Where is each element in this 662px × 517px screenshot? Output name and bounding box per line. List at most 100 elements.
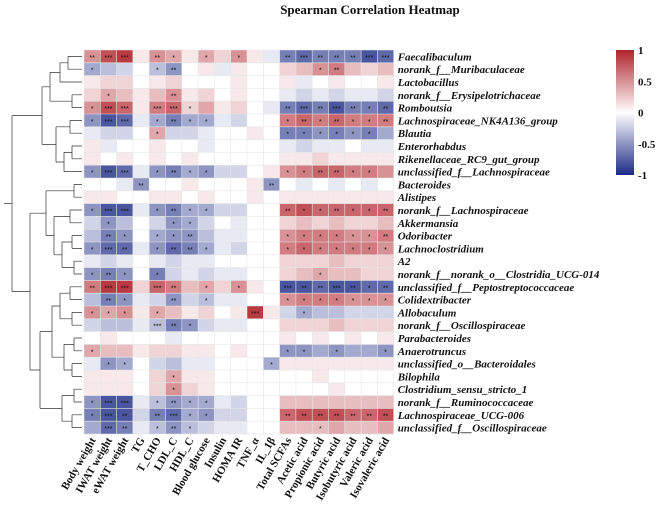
significance-marker: *** (333, 106, 341, 113)
heatmap-cell (344, 280, 362, 294)
dendrogram-link (73, 388, 82, 403)
heatmap-cell (100, 254, 117, 268)
heatmap-cell (279, 344, 296, 358)
heatmap-cell (84, 344, 101, 358)
heatmap-cell (295, 344, 313, 358)
heatmap-cell (344, 62, 362, 76)
heatmap-cell (149, 306, 166, 319)
heatmap-cell (214, 126, 231, 140)
heatmap-cell (149, 280, 166, 294)
heatmap-cell (84, 152, 101, 166)
heatmap-cell (279, 165, 296, 178)
heatmap-cell (198, 190, 215, 204)
heatmap-cell (181, 293, 199, 306)
heatmap-cell (312, 190, 329, 204)
heatmap-cell (230, 306, 247, 319)
heatmap-cell (100, 370, 117, 383)
significance-marker: *** (153, 324, 161, 331)
significance-marker: ** (187, 234, 193, 241)
heatmap-cell (116, 382, 133, 396)
heatmap-cell (214, 165, 231, 178)
heatmap-cell (263, 165, 280, 178)
significance-marker: ** (171, 285, 177, 292)
heatmap-cell (279, 126, 296, 140)
heatmap-cell (132, 152, 150, 166)
dendrogram-link (71, 235, 82, 249)
heatmap-grid (83, 49, 395, 435)
heatmap-cell (214, 331, 231, 345)
heatmap-cell (247, 395, 264, 409)
heatmap-cell (263, 139, 280, 153)
heatmap-cell (198, 126, 215, 140)
heatmap-cell (377, 408, 394, 422)
heatmap-cell (149, 421, 166, 434)
significance-marker: * (189, 119, 192, 126)
heatmap-cell (312, 62, 329, 76)
heatmap-cell (84, 114, 101, 127)
significance-marker: ** (383, 106, 389, 113)
heatmap-cell (132, 331, 150, 345)
heatmap-cell (295, 357, 313, 370)
heatmap-cell (181, 408, 199, 422)
heatmap-cell (181, 178, 199, 191)
heatmap-cell (181, 280, 199, 294)
heatmap-cell (230, 242, 247, 255)
heatmap-cell (84, 203, 101, 217)
significance-marker: * (189, 221, 192, 228)
heatmap-cell (214, 357, 231, 370)
heatmap-cell (132, 190, 150, 204)
heatmap-cell (295, 395, 313, 409)
significance-marker: * (368, 247, 371, 254)
heatmap-cell (132, 357, 150, 370)
heatmap-cell (149, 382, 166, 396)
heatmap-cell (295, 190, 313, 204)
row-label: Enterorhabdus (397, 141, 466, 153)
heatmap-cell (295, 101, 313, 114)
heatmap-cell (295, 370, 313, 383)
heatmap-cell (361, 408, 378, 422)
heatmap-cell (116, 62, 133, 76)
significance-marker: * (205, 119, 208, 126)
heatmap-cell (377, 152, 394, 166)
row-label: norank_f__Lachnospiraceae (398, 205, 529, 217)
heatmap-cell (312, 216, 329, 230)
heatmap-cell (344, 101, 362, 114)
row-label: norank_f__Erysipelotrichaceae (398, 90, 541, 102)
significance-marker: ** (334, 209, 340, 216)
significance-marker: ** (171, 324, 177, 331)
heatmap-cell (295, 203, 313, 217)
significance-marker: * (303, 209, 306, 216)
heatmap-cell (198, 139, 215, 153)
heatmap-cell (279, 382, 296, 396)
heatmap-cell (198, 216, 215, 230)
heatmap-cell (377, 203, 394, 217)
significance-marker: ** (285, 413, 291, 420)
heatmap-cell (116, 88, 133, 102)
heatmap-cell (84, 318, 101, 332)
row-label: Colidextribacter (398, 295, 472, 307)
heatmap-cell (295, 178, 313, 191)
significance-marker: * (335, 132, 338, 139)
heatmap-cell (361, 165, 378, 178)
heatmap-cell (100, 267, 117, 281)
row-label: Lachnospiraceae_UCG-006 (397, 410, 525, 422)
heatmap-cell (295, 293, 313, 306)
significance-marker: ** (383, 119, 389, 126)
heatmap-cell (214, 101, 231, 114)
significance-marker: * (91, 413, 94, 420)
significance-marker: *** (153, 106, 161, 113)
color-scale-legend: 1 0.5 0 -0.5 -1 (616, 45, 656, 182)
heatmap-cell (344, 293, 362, 306)
heatmap-cell (377, 178, 394, 191)
heatmap-cell (247, 88, 264, 102)
dendrogram-link (73, 260, 82, 275)
significance-marker: *** (170, 413, 178, 420)
heatmap-cell (116, 242, 133, 255)
heatmap-cell (279, 203, 296, 217)
heatmap-cell (328, 421, 345, 434)
heatmap-cell (165, 344, 182, 358)
heatmap-cell (198, 306, 215, 319)
heatmap-cell (149, 331, 166, 345)
heatmap-cell (312, 101, 329, 114)
heatmap-cell (84, 139, 101, 153)
